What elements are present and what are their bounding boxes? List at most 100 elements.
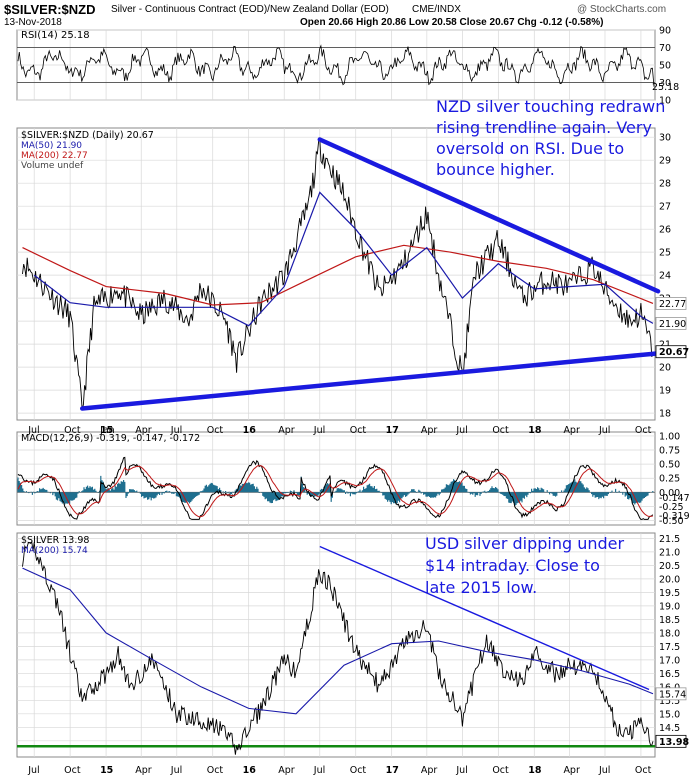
nzd-annotation-line: oversold on RSI. Due to: [436, 139, 624, 158]
macd-legend: MACD(12,26,9) -0.319, -0.147, -0.172: [21, 433, 200, 444]
usd-tick-label: 20.5: [659, 561, 680, 572]
usd-tick-label: 14.5: [659, 723, 680, 734]
price-tick-label: 18: [659, 409, 671, 420]
usd-x-tick-label: Jul: [455, 765, 467, 776]
chart-symbol: $SILVER:$NZD: [4, 2, 96, 17]
macd-tick-label: 1.00: [659, 431, 680, 442]
nzd-x-tick-label: 16: [243, 425, 257, 436]
macd-value-tag: -0.147: [659, 493, 690, 504]
rsi-tick-label: 10: [659, 96, 671, 107]
usd-legend-ma200: MA(200) 15.74: [21, 546, 88, 556]
rsi-line: [17, 44, 655, 87]
nzd-x-tick-label: Jul: [313, 425, 325, 436]
usd-x-tick-label: Apr: [278, 765, 295, 776]
nzd-x-tick-label: Oct: [492, 425, 509, 436]
nzd-x-tick-label: Oct: [350, 425, 367, 436]
nzd-x-tick-label: 18: [528, 425, 542, 436]
usd-tick-label: 15.5: [659, 696, 680, 707]
price-tick-label: 21: [659, 340, 671, 351]
macd-tick-label: -0.50: [659, 516, 684, 527]
usd-frame: [16, 532, 656, 758]
nzd-ma50-line: [33, 191, 654, 327]
usd-price-line: [22, 540, 654, 755]
rsi-tick-label: 70: [659, 43, 671, 54]
chart-date: 13-Nov-2018: [4, 17, 62, 28]
price-tick-label: 29: [659, 156, 671, 167]
price-tick-label: 20: [659, 363, 671, 374]
price-frame: [16, 127, 656, 421]
nzd-x-tick-label: Apr: [278, 425, 295, 436]
price-tick-label: 25: [659, 248, 671, 259]
nzd-trendline-1: [317, 137, 661, 294]
nzd-annotation-line: bounce higher.: [436, 160, 555, 179]
price-tick-label: 30: [659, 133, 671, 144]
nzd-x-tick-label: Oct: [635, 425, 652, 436]
macd-tick-label: 0.75: [659, 446, 680, 457]
usd-x-tick-label: 18: [528, 765, 542, 776]
chart-description: Silver - Continuous Contract (EOD)/New Z…: [111, 4, 389, 15]
nzd-x-tick-label: Jul: [455, 425, 467, 436]
usd-x-tick-label: Oct: [635, 765, 652, 776]
nzd-value-tag-box: [655, 345, 687, 359]
usd-tick-label: 18.0: [659, 628, 680, 639]
price-tick-label: 24: [659, 271, 671, 282]
usd-x-tick-label: Oct: [350, 765, 367, 776]
rsi-tick-label: 50: [659, 61, 671, 72]
macd-tick-label: 0.00: [659, 488, 680, 499]
usd-x-tick-label: Apr: [563, 765, 580, 776]
usd-ma200-line: [22, 567, 654, 715]
usd-x-tick-label: Jul: [598, 765, 610, 776]
nzd-x-tick-label: 17: [386, 425, 399, 436]
nzd-x-tick-label: Jul: [170, 425, 182, 436]
nzd-x-tick-label: Jan: [99, 425, 115, 436]
rsi-tick-label: 90: [659, 26, 671, 37]
usd-trendline: [319, 545, 650, 691]
rsi-tick-label: 30: [659, 78, 671, 89]
nzd-x-tick-label: Oct: [64, 425, 81, 436]
usd-annotation-line: $14 intraday. Close to: [425, 556, 600, 575]
nzd-x-tick-label: Apr: [135, 425, 152, 436]
macd-value-tag: -0.319: [659, 511, 690, 522]
nzd-legend-price: $SILVER:$NZD (Daily) 20.67: [21, 130, 154, 141]
macd-signal-line: [17, 465, 653, 518]
usd-tick-label: 17.5: [659, 642, 680, 653]
macd-line: [17, 456, 654, 520]
nzd-trendline-2: [79, 351, 661, 411]
nzd-value-tag: 22.77: [659, 299, 686, 310]
rsi-legend: RSI(14) 25.18: [21, 30, 90, 41]
usd-annotation-line: USD silver dipping under: [425, 534, 625, 553]
nzd-x-tick-label: Apr: [563, 425, 580, 436]
usd-x-tick-label: Jul: [313, 765, 325, 776]
usd-annotation-line: late 2015 low.: [425, 578, 537, 597]
nzd-x-tick-label: Apr: [421, 425, 438, 436]
usd-x-tick-label: Oct: [492, 765, 509, 776]
usd-tick-label: 18.5: [659, 615, 680, 626]
nzd-legend-ma200: MA(200) 22.77: [21, 151, 88, 161]
nzd-value-tag: 20.67: [659, 347, 689, 358]
nzd-x-tick-label: Jul: [27, 425, 39, 436]
price-tick-label: 26: [659, 225, 671, 236]
macd-tick-label: 0.25: [659, 474, 680, 485]
price-tick-label: 28: [659, 179, 671, 190]
usd-x-tick-label: Oct: [207, 765, 224, 776]
usd-x-tick-label: Apr: [135, 765, 152, 776]
nzd-legend-volume: Volume undef: [21, 161, 84, 171]
watermark: @ StockCharts.com: [577, 4, 667, 15]
usd-tick-label: 21.0: [659, 547, 680, 558]
usd-value-tag-box: [655, 734, 687, 748]
usd-value-tag-box: [655, 687, 687, 701]
usd-tick-label: 17.0: [659, 655, 680, 666]
usd-x-tick-label: Jul: [27, 765, 39, 776]
usd-x-tick-label: 15: [100, 765, 113, 776]
usd-x-tick-label: Oct: [64, 765, 81, 776]
nzd-value-tag-box: [655, 317, 687, 330]
usd-value-tag: 13.98: [659, 737, 689, 748]
usd-tick-label: 20.0: [659, 574, 680, 585]
price-tick-label: 27: [659, 202, 671, 213]
usd-legend-price: $SILVER 13.98: [21, 535, 89, 546]
usd-tick-label: 16.5: [659, 669, 680, 680]
rsi-value-tag: 25.18: [652, 82, 679, 93]
usd-tick-label: 21.5: [659, 534, 680, 545]
usd-x-tick-label: Jul: [170, 765, 182, 776]
